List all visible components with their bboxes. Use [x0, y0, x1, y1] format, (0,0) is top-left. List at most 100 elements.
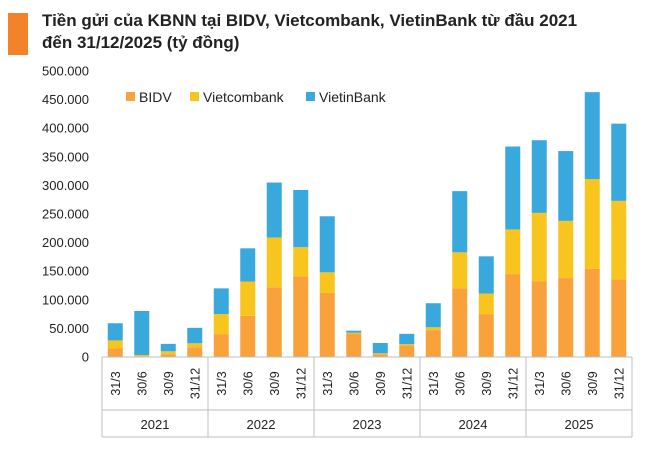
bar-vietinbank [584, 92, 600, 180]
category-label: 30/9 [374, 371, 388, 395]
bar-vietcombank [531, 212, 547, 282]
bar-vietcombank [346, 332, 362, 334]
bar-bidv [611, 279, 627, 357]
bar-vietcombank [240, 281, 256, 316]
legend-label-bidv: BIDV [139, 89, 172, 105]
bar-vietinbank [611, 123, 627, 201]
bar-vietinbank [319, 216, 335, 273]
bar-vietcombank [213, 314, 229, 335]
bar-bidv [293, 276, 309, 357]
bar-vietinbank [505, 146, 521, 230]
bar-bidv [399, 345, 415, 357]
bar-bidv [266, 287, 282, 357]
bar-vietcombank [399, 344, 415, 346]
bar-vietcombank [187, 343, 203, 348]
year-label: 2025 [565, 417, 594, 432]
bar-bidv [107, 348, 123, 357]
bar-vietcombank [319, 272, 335, 293]
title-accent-bar [8, 13, 28, 55]
bar-vietinbank [213, 288, 229, 315]
bar-vietcombank [452, 252, 468, 289]
bar-vietcombank [293, 247, 309, 277]
legend-swatch-vietcombank [190, 92, 199, 101]
bar-bidv [346, 333, 362, 357]
bar-vietinbank [134, 310, 150, 355]
bar-bidv [558, 278, 574, 357]
title-line-1: Tiền gửi của KBNN tại BIDV, Vietcombank,… [42, 11, 578, 30]
bar-vietinbank [293, 189, 309, 248]
y-tick-label: 0 [82, 350, 89, 365]
category-label: 30/6 [135, 371, 149, 395]
bar-vietcombank [505, 229, 521, 275]
category-label: 30/6 [347, 371, 361, 395]
legend-swatch-bidv [126, 92, 135, 101]
year-label: 2023 [353, 417, 382, 432]
category-label: 30/6 [241, 371, 255, 395]
bar-vietinbank [425, 303, 441, 328]
bar-bidv [478, 314, 494, 357]
category-label: 30/9 [480, 371, 494, 395]
bar-bidv [425, 330, 441, 357]
bar-bidv [213, 334, 229, 357]
category-label: 31/3 [215, 371, 229, 395]
bar-bidv [531, 281, 547, 357]
category-label: 30/6 [559, 371, 573, 395]
legend-label-vietinbank: VietinBank [319, 89, 387, 105]
category-label: 31/3 [321, 371, 335, 395]
chart-title: Tiền gửi của KBNN tại BIDV, Vietcombank,… [42, 10, 642, 54]
bar-vietinbank [531, 140, 547, 213]
bar-vietinbank [187, 327, 203, 344]
category-label: 30/6 [453, 371, 467, 395]
bar-bidv [372, 354, 388, 357]
year-label: 2024 [459, 417, 488, 432]
bar-bidv [505, 274, 521, 357]
y-tick-label: 150.000 [42, 264, 89, 279]
bar-vietinbank [240, 248, 256, 282]
bar-vietcombank [558, 220, 574, 279]
category-label: 31/12 [188, 368, 202, 399]
category-label: 31/12 [612, 368, 626, 399]
category-label: 31/3 [427, 371, 441, 395]
bar-vietcombank [425, 327, 441, 331]
bar-vietcombank [107, 340, 123, 349]
year-label: 2022 [247, 417, 276, 432]
y-tick-label: 200.000 [42, 235, 89, 250]
bar-vietinbank [478, 256, 494, 294]
category-label: 30/9 [162, 371, 176, 395]
bar-bidv [240, 315, 256, 357]
category-label: 30/9 [268, 371, 282, 395]
y-tick-label: 450.000 [42, 92, 89, 107]
bar-vietinbank [266, 182, 282, 238]
bar-vietinbank [372, 342, 388, 354]
bar-vietcombank [266, 237, 282, 288]
bar-vietcombank [372, 353, 388, 355]
bar-vietcombank [134, 354, 150, 357]
category-label: 31/12 [294, 368, 308, 399]
y-tick-label: 50.000 [49, 321, 89, 336]
bar-bidv [452, 288, 468, 357]
bar-bidv [319, 292, 335, 357]
y-tick-label: 100.000 [42, 292, 89, 307]
category-label: 31/12 [506, 368, 520, 399]
category-label: 31/3 [533, 371, 547, 395]
bar-vietinbank [160, 343, 176, 352]
bar-vietcombank [584, 179, 600, 269]
bar-vietcombank [160, 351, 176, 355]
year-label: 2021 [141, 417, 170, 432]
legend-swatch-vietinbank [306, 92, 315, 101]
bar-vietinbank [452, 191, 468, 253]
y-tick-label: 500.000 [42, 64, 89, 79]
bar-vietinbank [399, 333, 415, 345]
bar-vietinbank [558, 151, 574, 221]
bar-bidv [187, 347, 203, 357]
bar-bidv [160, 354, 176, 357]
legend-label-vietcombank: Vietcombank [203, 89, 285, 105]
y-tick-label: 350.000 [42, 149, 89, 164]
bar-vietinbank [107, 323, 123, 341]
bar-vietinbank [346, 330, 362, 333]
title-line-2: đến 31/12/2025 (tỷ đồng) [42, 33, 240, 52]
y-tick-label: 250.000 [42, 207, 89, 222]
category-label: 30/9 [586, 371, 600, 395]
bar-bidv [584, 268, 600, 357]
